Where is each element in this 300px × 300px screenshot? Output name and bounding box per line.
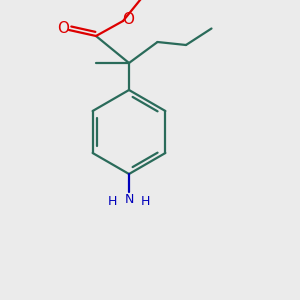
Text: H: H: [141, 195, 150, 208]
Text: H: H: [108, 195, 117, 208]
Text: O: O: [122, 12, 134, 27]
Text: O: O: [58, 21, 70, 36]
Text: N: N: [124, 193, 134, 206]
